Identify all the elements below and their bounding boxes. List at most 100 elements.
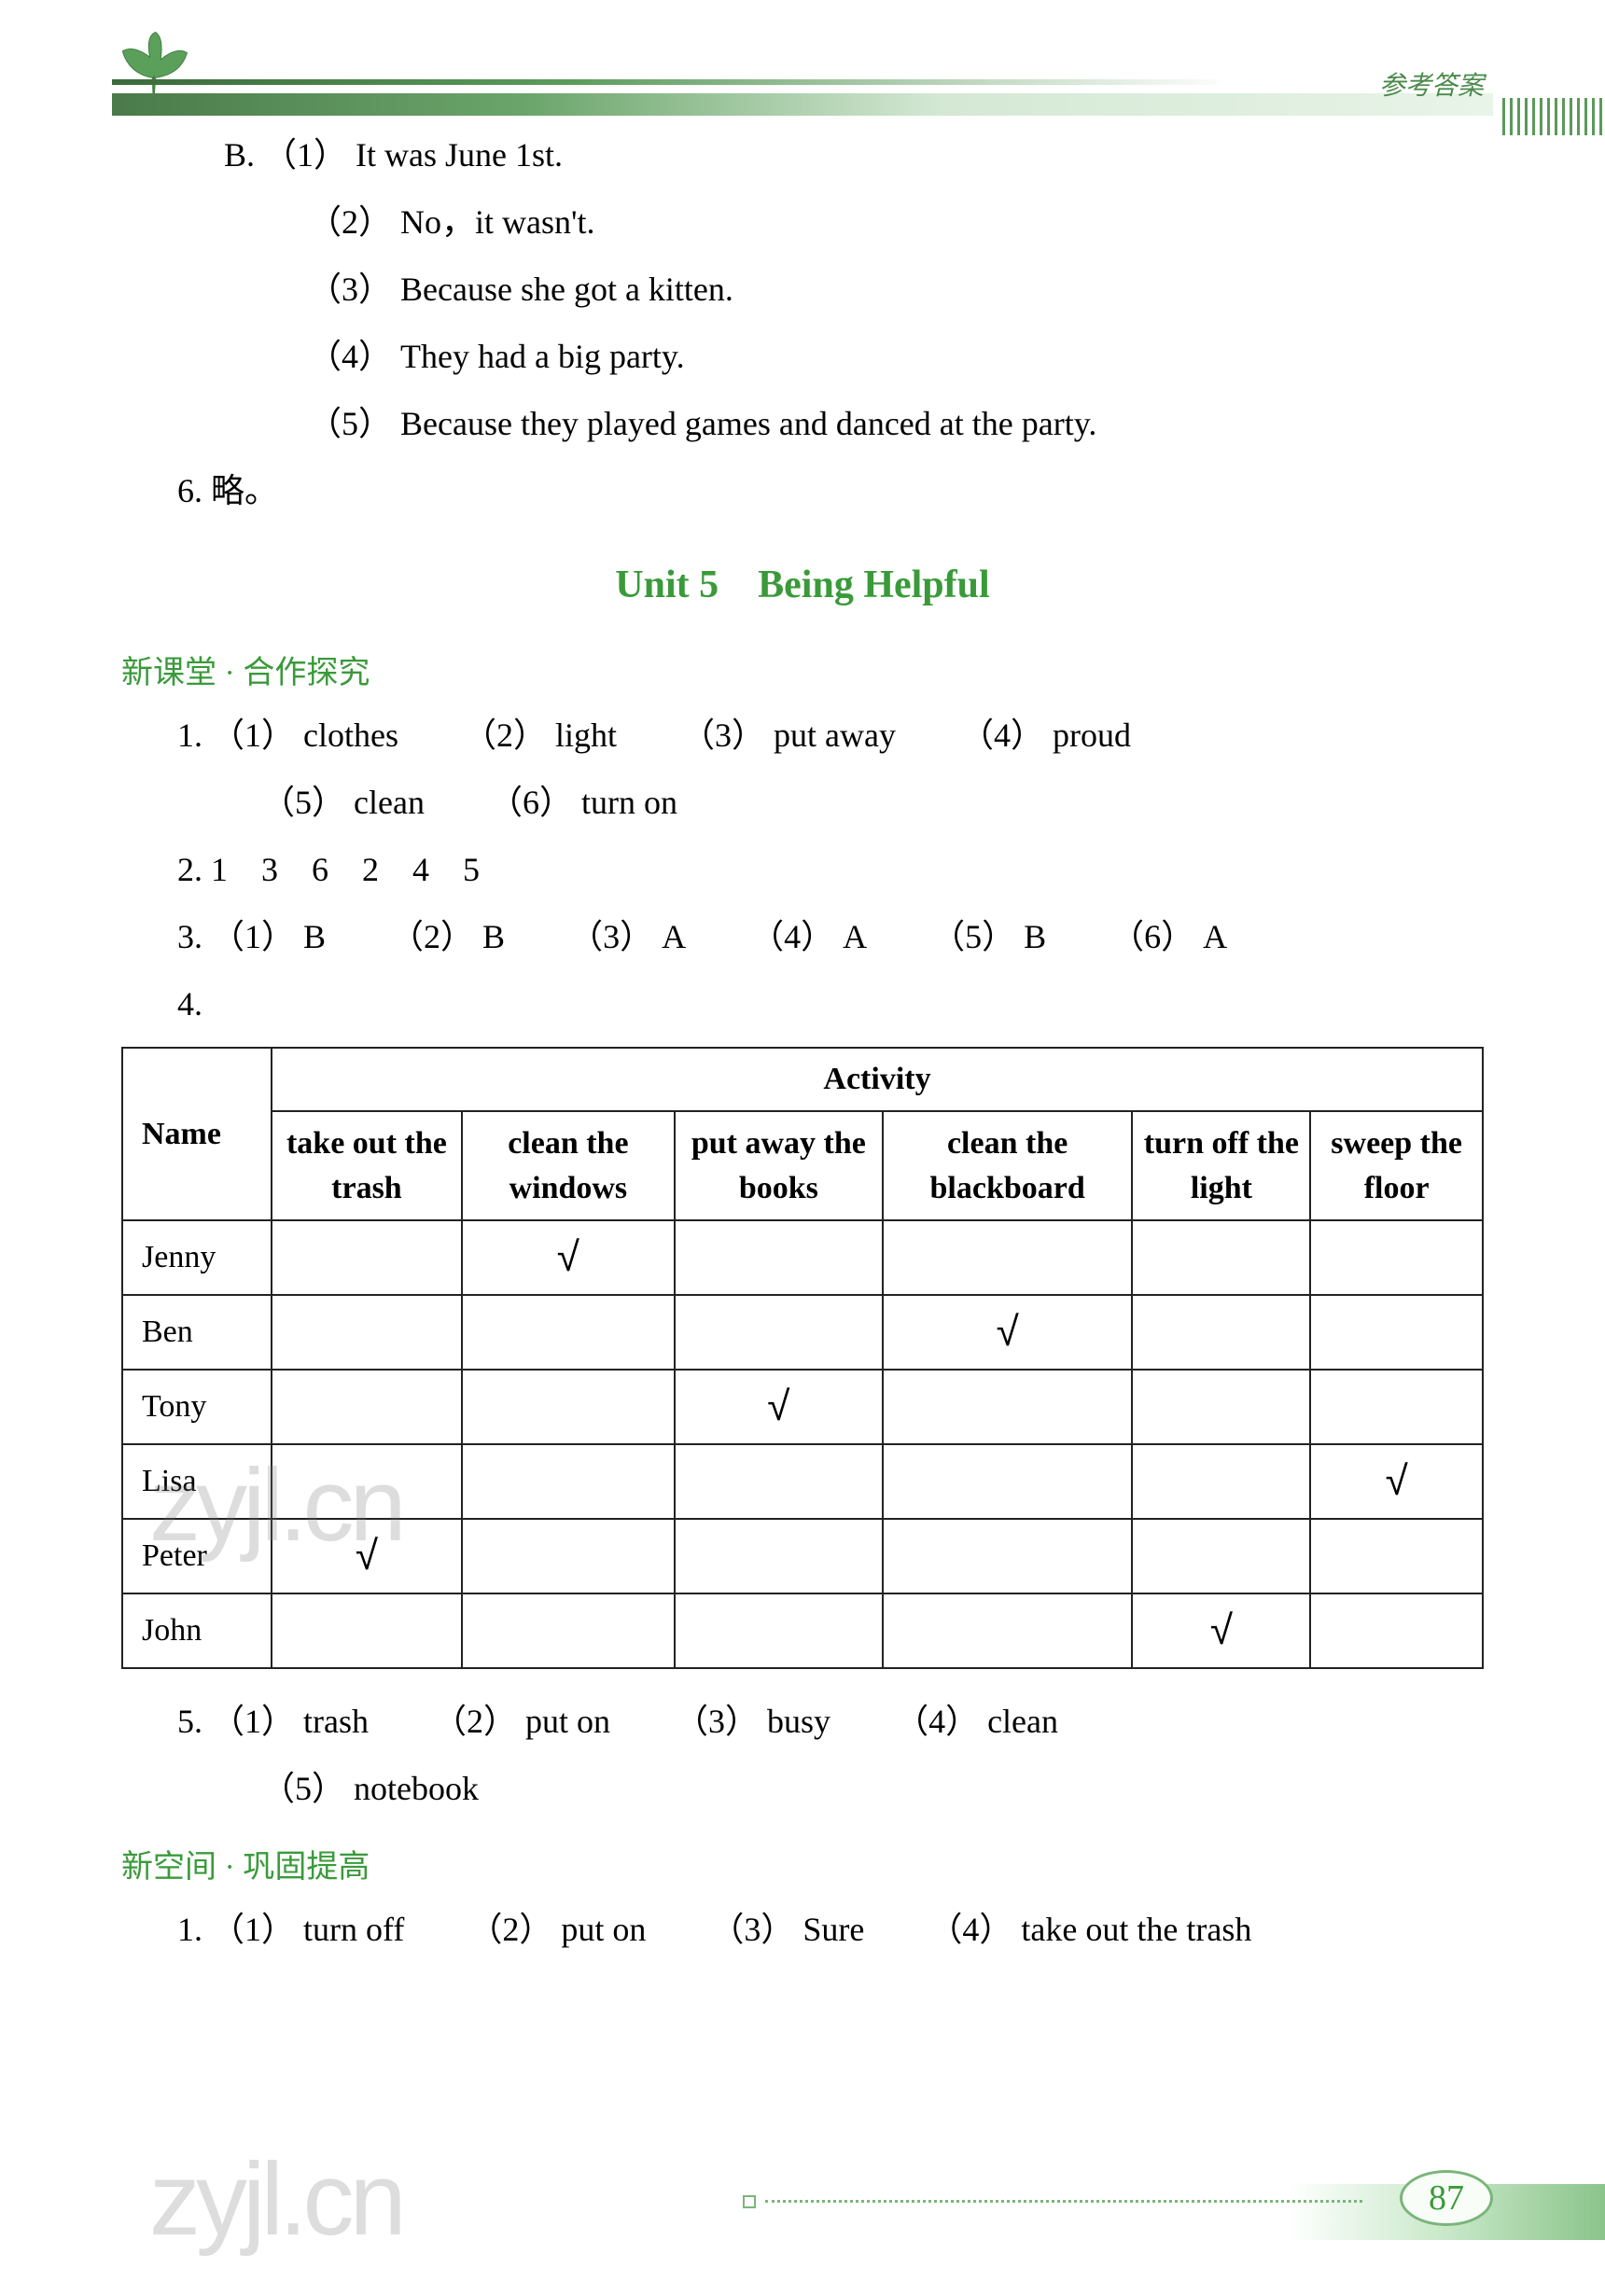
- section-b-line-3: （3） Because she got a kitten.: [308, 256, 1484, 323]
- q5-item-num: （4）: [895, 1703, 979, 1740]
- q1-item-num: （1）: [211, 717, 295, 754]
- q1-num: 1.: [177, 717, 202, 754]
- check-cell: [1310, 1370, 1483, 1444]
- q1-item-num: （5）: [261, 784, 345, 821]
- check-cell: [883, 1593, 1133, 1668]
- check-mark-icon: √: [1210, 1607, 1233, 1653]
- q5-item-text: busy: [767, 1703, 830, 1740]
- section-b-line-5: （5） Because they played games and danced…: [308, 390, 1484, 457]
- b-item-text: They had a big party.: [400, 338, 685, 375]
- b-item-num: （5）: [308, 405, 392, 442]
- activity-column-header: sweep the floor: [1310, 1111, 1483, 1220]
- row-name-cell: John: [122, 1593, 272, 1668]
- header-band-accent: [112, 79, 1232, 85]
- s2-q1-item-text: put on: [561, 1911, 646, 1948]
- check-cell: [675, 1220, 883, 1295]
- check-cell: √: [1310, 1444, 1483, 1519]
- q5-item-text: notebook: [354, 1770, 479, 1807]
- q5-item-num: （1）: [211, 1703, 295, 1740]
- check-cell: [1132, 1519, 1310, 1593]
- b-item-text: It was June 1st.: [356, 136, 563, 174]
- b-item-num: （4）: [308, 338, 392, 375]
- check-mark-icon: √: [997, 1309, 1019, 1355]
- q3-item-text: A: [662, 918, 686, 955]
- q1-item-num: （6）: [489, 784, 573, 821]
- check-cell: [675, 1444, 883, 1519]
- q1-item-text: proud: [1053, 717, 1131, 754]
- check-cell: [462, 1295, 675, 1370]
- q1-item-num: （4）: [960, 717, 1044, 754]
- activity-table: Name Activity take out the trashclean th…: [121, 1047, 1484, 1669]
- q5-item-num: （3）: [675, 1703, 759, 1740]
- header-region: 参考答案: [0, 0, 1605, 121]
- s1-q1-line1: 1. （1） clothes （2） light （3） put away （4…: [177, 702, 1484, 769]
- check-cell: [462, 1370, 675, 1444]
- q1-item-text: turn on: [581, 784, 677, 821]
- section1-header: 新课堂 · 合作探究: [121, 647, 1484, 692]
- table-row: Jenny √: [122, 1220, 1483, 1295]
- q4-num: 4.: [177, 985, 202, 1023]
- check-mark-icon: √: [767, 1384, 789, 1429]
- footer-square-icon: [743, 2195, 756, 2208]
- section-b-line-1: B. （1） It was June 1st.: [224, 121, 1484, 188]
- check-cell: [1132, 1370, 1310, 1444]
- check-cell: √: [272, 1519, 462, 1593]
- check-cell: √: [1132, 1593, 1310, 1668]
- q6-num: 6.: [177, 472, 202, 509]
- page-container: 参考答案 B. （1） It was June 1st. （2） No，it w…: [0, 0, 1605, 2296]
- q1-item-num: （3）: [681, 717, 765, 754]
- check-cell: √: [462, 1220, 675, 1295]
- q1-item-text: light: [555, 717, 617, 754]
- unit-title: Unit 5 Being Helpful: [121, 552, 1484, 609]
- table-header-row-1: Name Activity: [122, 1048, 1483, 1111]
- check-cell: [883, 1519, 1133, 1593]
- s2-q1-item-text: Sure: [802, 1911, 864, 1948]
- check-cell: [1310, 1519, 1483, 1593]
- q1-item-num: （2）: [463, 717, 547, 754]
- q3-item-num: （1）: [211, 918, 295, 955]
- footer-region: 87: [0, 2165, 1605, 2240]
- q2-seq: 1 3 6 2 4 5: [211, 851, 480, 888]
- check-cell: [272, 1295, 462, 1370]
- table-row: Peter√: [122, 1519, 1483, 1593]
- s2-q1-num: 1.: [177, 1911, 202, 1948]
- check-cell: [675, 1295, 883, 1370]
- s1-q3-line: 3. （1） B （2） B （3） A （4） A （5） B （6） A: [177, 903, 1484, 970]
- check-cell: [1132, 1220, 1310, 1295]
- q6-text: 略。: [211, 472, 278, 509]
- activity-column-header: clean the windows: [462, 1111, 675, 1220]
- check-mark-icon: √: [557, 1234, 579, 1280]
- s2-q1-item-num: （4）: [928, 1911, 1012, 1948]
- row-name-cell: Jenny: [122, 1220, 272, 1295]
- header-band: [112, 93, 1493, 116]
- check-cell: [883, 1220, 1133, 1295]
- q3-item-num: （6）: [1110, 918, 1194, 955]
- ginkgo-leaf-icon: [112, 28, 196, 103]
- q5-item-num: （5）: [261, 1770, 345, 1807]
- q1-item-text: put away: [774, 717, 896, 754]
- q6-line: 6. 略。: [177, 457, 1484, 524]
- q5-item-text: trash: [303, 1703, 369, 1740]
- activity-header: Activity: [272, 1048, 1483, 1111]
- activity-column-header: clean the blackboard: [883, 1111, 1133, 1220]
- s2-q1-item-num: （3）: [710, 1911, 794, 1948]
- s2-q1-line: 1. （1） turn off （2） put on （3） Sure （4） …: [177, 1896, 1484, 1963]
- section-b-prefix: B.: [224, 136, 255, 174]
- b-item-text: No，it wasn't.: [400, 203, 594, 241]
- q3-item-text: A: [1203, 918, 1227, 955]
- q5-item-text: put on: [525, 1703, 610, 1740]
- table-row: Lisa√: [122, 1444, 1483, 1519]
- s2-q1-item-text: take out the trash: [1021, 1911, 1251, 1948]
- table-row: Ben √: [122, 1295, 1483, 1370]
- row-name-cell: Ben: [122, 1295, 272, 1370]
- q3-item-text: B: [303, 918, 326, 955]
- q2-num: 2.: [177, 851, 202, 888]
- check-cell: [272, 1220, 462, 1295]
- check-cell: [1310, 1220, 1483, 1295]
- corner-label: 参考答案: [1379, 65, 1484, 103]
- check-cell: [1132, 1295, 1310, 1370]
- b-item-text: Because she got a kitten.: [400, 271, 733, 308]
- q3-item-num: （4）: [750, 918, 834, 955]
- section-b-line-2: （2） No，it wasn't.: [308, 188, 1484, 256]
- check-cell: [883, 1370, 1133, 1444]
